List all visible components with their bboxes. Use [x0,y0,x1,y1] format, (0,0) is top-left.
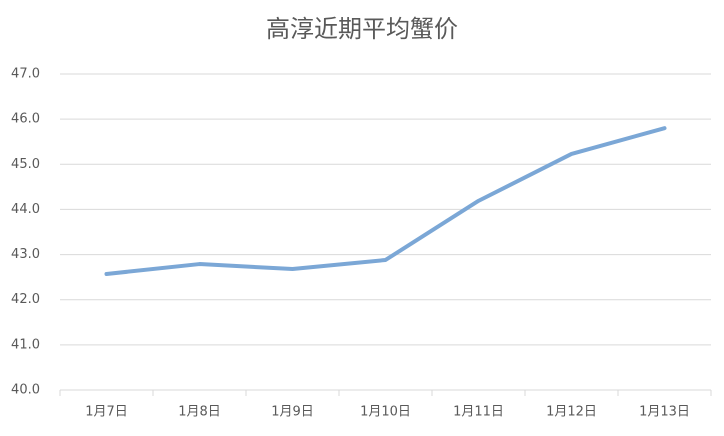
x-tick-label: 1月8日 [178,405,221,420]
y-tick-label: 42.0 [11,292,40,307]
y-tick-label: 40.0 [11,383,40,398]
x-tick-label: 1月13日 [639,405,690,420]
x-tick-label: 1月11日 [453,405,504,420]
chart-title: 高淳近期平均蟹价 [266,15,458,43]
y-tick-label: 44.0 [11,202,40,217]
y-tick-label: 47.0 [11,67,40,82]
data-line [104,126,667,276]
y-tick-label: 45.0 [11,157,40,172]
x-tick-label: 1月7日 [85,405,128,420]
y-tick-label: 46.0 [11,112,40,127]
x-tick-label: 1月12日 [546,405,597,420]
x-tick-label: 1月10日 [360,405,411,420]
y-tick-label: 41.0 [11,337,40,352]
x-tick-label: 1月9日 [271,405,314,420]
y-tick-label: 43.0 [11,247,40,262]
